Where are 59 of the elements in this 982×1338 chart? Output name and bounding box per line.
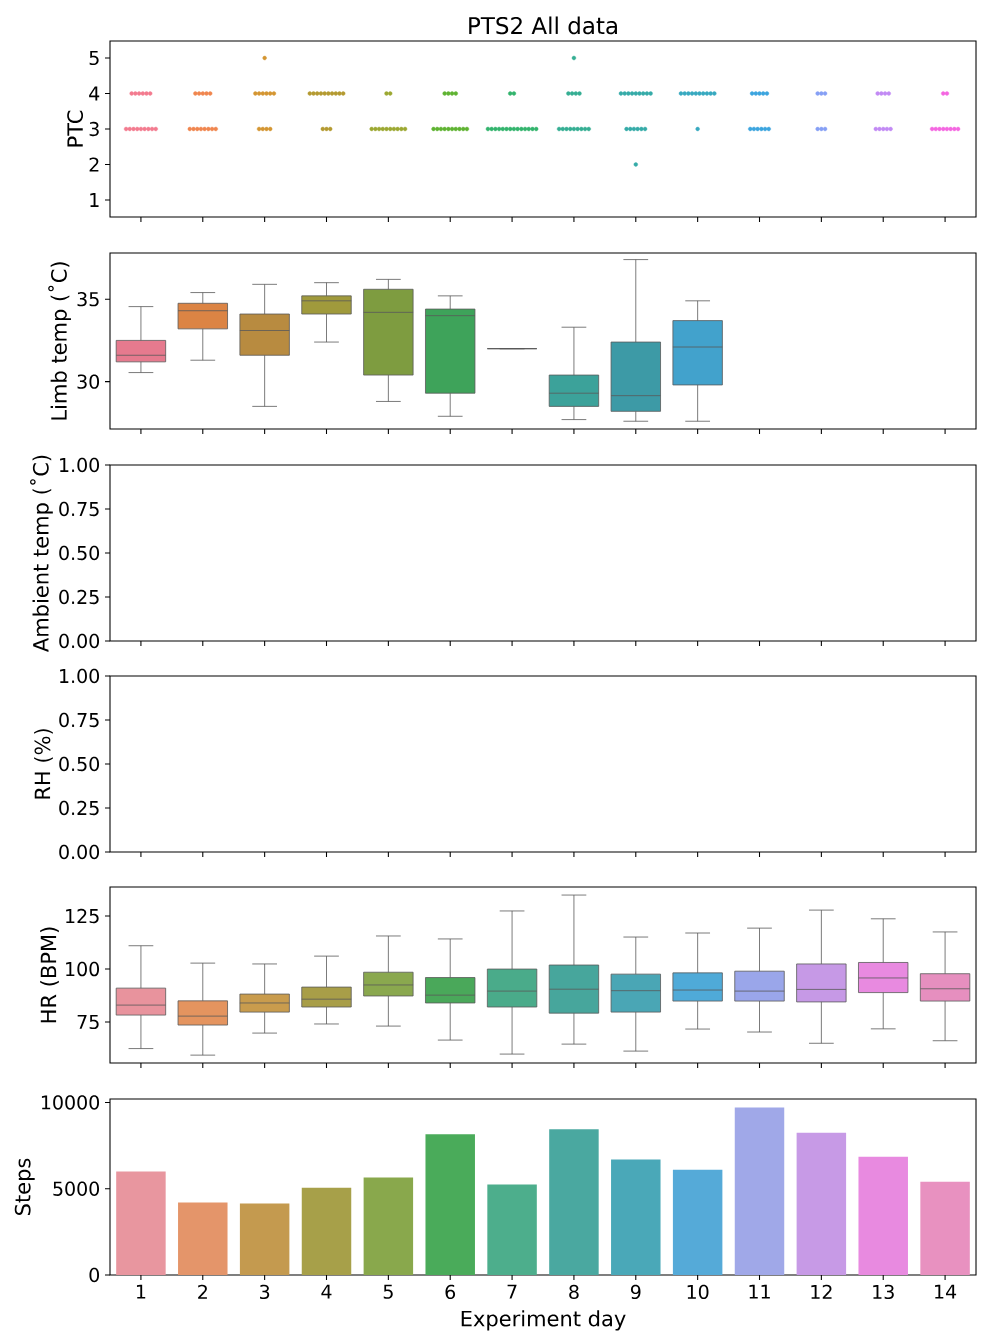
x-tick-label: 8 <box>569 1284 579 1300</box>
bar <box>734 1107 785 1275</box>
x-tick-label: 4 <box>321 1284 332 1299</box>
y-tick-label: 2 <box>89 157 99 172</box>
x-tick-label: 9 <box>630 1284 641 1300</box>
x-tick-label: 5 <box>383 1284 393 1299</box>
x-tick-label: 13 <box>873 1284 894 1300</box>
bar <box>611 1159 661 1275</box>
x-tick-label: 14 <box>935 1284 957 1299</box>
y-tick-label: 0.75 <box>59 501 99 517</box>
y-tick-label: 30 <box>77 374 100 389</box>
y-tick-label: 1.00 <box>60 457 100 473</box>
y-tick-label: 35 <box>77 291 99 307</box>
x-tick-label: 1 <box>136 1284 146 1299</box>
bar <box>363 1177 414 1275</box>
bar <box>549 1129 599 1275</box>
y-tick-label: 0.00 <box>59 633 100 649</box>
x-tick-label: 7 <box>507 1284 517 1299</box>
y-tick-label: 0.75 <box>59 712 99 728</box>
y-axis-title: PTC <box>67 110 84 147</box>
y-tick-label: 0 <box>89 1267 100 1283</box>
y-tick-label: 75 <box>77 1014 99 1030</box>
y-tick-label: 10000 <box>41 1095 100 1110</box>
bar <box>116 1171 166 1275</box>
y-tick-label: 5000 <box>53 1181 100 1196</box>
y-axis-title: HR (BPM) <box>40 927 59 1023</box>
x-tick-label: 3 <box>260 1284 270 1300</box>
bar <box>672 1169 723 1275</box>
bar <box>239 1203 290 1275</box>
y-tick-label: 1 <box>90 193 99 207</box>
y-axis-title: Limb temp (˚C) <box>48 262 71 420</box>
y-axis-title: RH (%) <box>34 729 53 799</box>
y-tick-label: 0.50 <box>59 545 100 561</box>
y-tick-label: 5 <box>89 50 99 66</box>
y-tick-label: 100 <box>66 961 100 977</box>
bar <box>487 1184 537 1275</box>
y-tick-label: 3 <box>89 121 99 137</box>
x-tick-label: 11 <box>749 1284 770 1299</box>
y-axis-title: Steps <box>14 1158 35 1215</box>
y-tick-label: 0.00 <box>59 844 100 860</box>
y-tick-label: 0.25 <box>59 589 99 605</box>
y-axis-title: Ambient temp (˚C) <box>30 455 53 652</box>
bar <box>301 1187 352 1275</box>
bar <box>178 1202 228 1275</box>
x-tick-label: 12 <box>811 1284 832 1299</box>
bar <box>920 1181 970 1275</box>
bar <box>425 1134 475 1275</box>
y-tick-label: 1.00 <box>60 668 100 684</box>
chart-title: PTS2 All data <box>469 16 617 35</box>
x-tick-label: 10 <box>687 1284 709 1300</box>
y-tick-label: 0.25 <box>59 800 99 816</box>
bar <box>796 1132 847 1275</box>
x-tick-label: 6 <box>445 1284 456 1300</box>
y-tick-label: 4 <box>89 86 100 101</box>
bar <box>858 1156 908 1275</box>
x-axis-title: Experiment day <box>461 1310 626 1331</box>
y-tick-label: 0.50 <box>59 756 100 772</box>
x-tick-label: 2 <box>198 1284 207 1299</box>
y-tick-label: 125 <box>66 908 99 924</box>
